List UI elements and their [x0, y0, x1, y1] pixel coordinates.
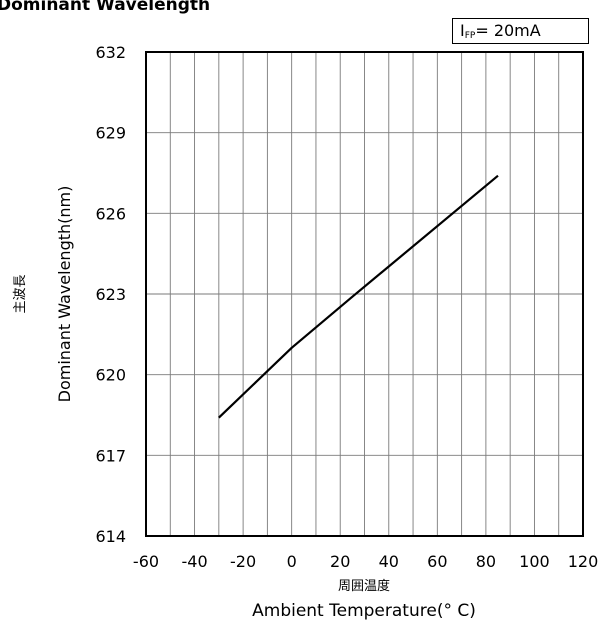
x-axis-label: Ambient Temperature(° C)	[252, 601, 476, 621]
y-tick-label: 623	[95, 285, 126, 304]
x-axis-label-jp: 周囲温度	[338, 578, 390, 594]
legend-subscript: FP	[464, 31, 476, 41]
y-tick-label: 614	[95, 527, 126, 546]
series-line	[218, 174, 499, 419]
grid-lines	[146, 52, 583, 536]
x-tick-label: 20	[330, 552, 350, 571]
x-tick-label: -60	[133, 552, 159, 571]
y-axis-label: Dominant Wavelength(nm)	[55, 186, 74, 403]
x-tick-label: 120	[568, 552, 599, 571]
y-tick-label: 617	[95, 446, 126, 465]
y-tick-label: 620	[95, 366, 126, 385]
legend-symbol: I	[460, 21, 465, 40]
x-tick-label: 40	[379, 552, 399, 571]
x-tick-label: 0	[287, 552, 297, 571]
x-tick-label: 80	[476, 552, 496, 571]
series-layer	[218, 174, 499, 419]
y-tick-label: 629	[95, 124, 126, 143]
x-tick-label: 60	[427, 552, 447, 571]
y-tick-label: 632	[95, 43, 126, 62]
legend-value: = 20mA	[475, 21, 541, 40]
legend-box: IFP= 20mA	[452, 18, 589, 44]
x-tick-label: -20	[230, 552, 256, 571]
x-tick-label: 100	[519, 552, 550, 571]
chart-title: Dominant Wavelength	[0, 0, 211, 15]
y-axis-label-jp: 主波長	[13, 274, 28, 313]
x-tick-label: -40	[181, 552, 207, 571]
y-tick-labels: 614 617 620 623 626 629 632	[95, 43, 126, 546]
plot-frame	[145, 51, 584, 537]
y-tick-label: 626	[95, 204, 126, 223]
x-tick-labels: -60 -40 -20 0 20 40 60 80 100 120	[133, 552, 598, 571]
